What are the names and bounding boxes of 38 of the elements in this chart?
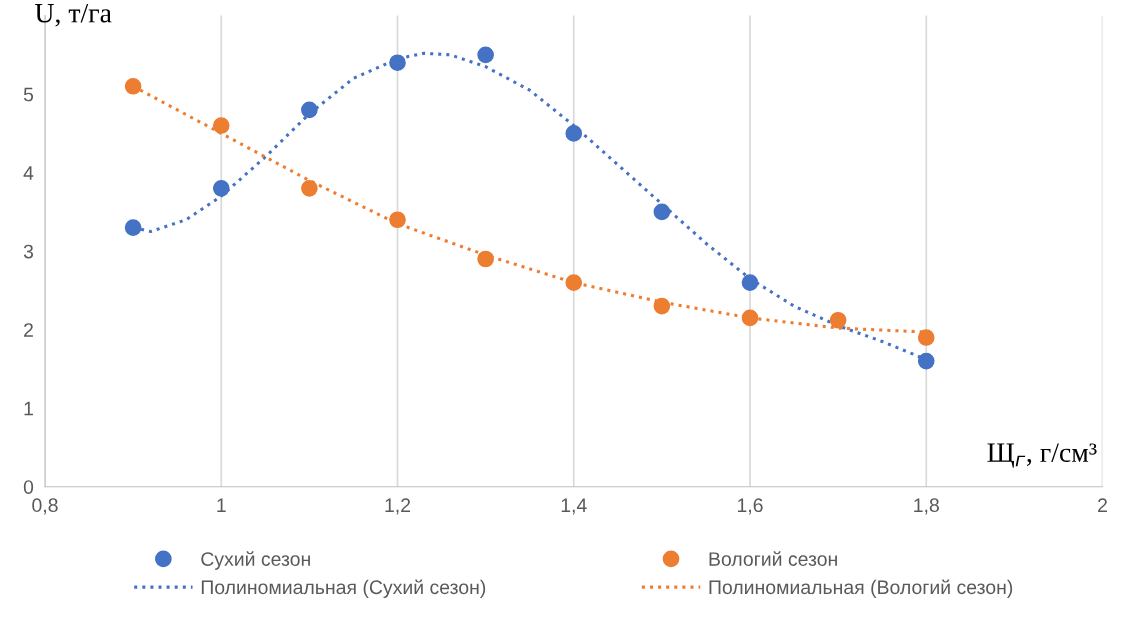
- y-tick-label: 5: [23, 87, 34, 102]
- x-axis-title: Щ$_{г}$, г/см³: [987, 443, 1097, 468]
- y-tick-label: 2: [24, 323, 33, 337]
- point: [212, 180, 230, 197]
- point: [741, 309, 759, 327]
- point: [124, 219, 142, 236]
- y-tick-label: 1: [24, 401, 33, 416]
- legend-label: Вологий сезон: [709, 551, 837, 566]
- point: [477, 46, 494, 64]
- x-tick-label: 1: [217, 498, 226, 512]
- point: [565, 274, 583, 291]
- x-tick-label: 1,8: [914, 498, 939, 515]
- x-tick-label: 2: [1098, 498, 1107, 512]
- point: [653, 203, 671, 221]
- point: [917, 352, 935, 370]
- legend-label: Полиномиальная (Сухий сезон): [201, 579, 486, 598]
- point: [124, 77, 142, 95]
- point: [565, 125, 583, 142]
- point: [829, 311, 847, 329]
- legend-label: Полиномиальная (Вологий сезон): [709, 579, 1013, 598]
- point: [917, 329, 935, 346]
- y-tick-label: 3: [23, 244, 34, 259]
- point: [301, 180, 318, 197]
- x-tick-label: 1,6: [737, 498, 763, 515]
- x-tick-label: 1,4: [561, 498, 587, 515]
- y-tick-label: 0: [23, 480, 34, 494]
- y-axis-title: U, т/га: [35, 3, 112, 27]
- x-tick-label: 0,8: [32, 498, 58, 515]
- y-tick-label: 4: [23, 166, 34, 180]
- point: [653, 297, 671, 315]
- x-tick-label: 1,2: [385, 498, 411, 515]
- point: [389, 54, 406, 72]
- point: [741, 274, 759, 291]
- point: [212, 117, 230, 134]
- legend-label: Сухий сезон: [201, 551, 310, 570]
- point: [389, 211, 406, 229]
- point: [301, 101, 318, 119]
- point: [477, 250, 494, 268]
